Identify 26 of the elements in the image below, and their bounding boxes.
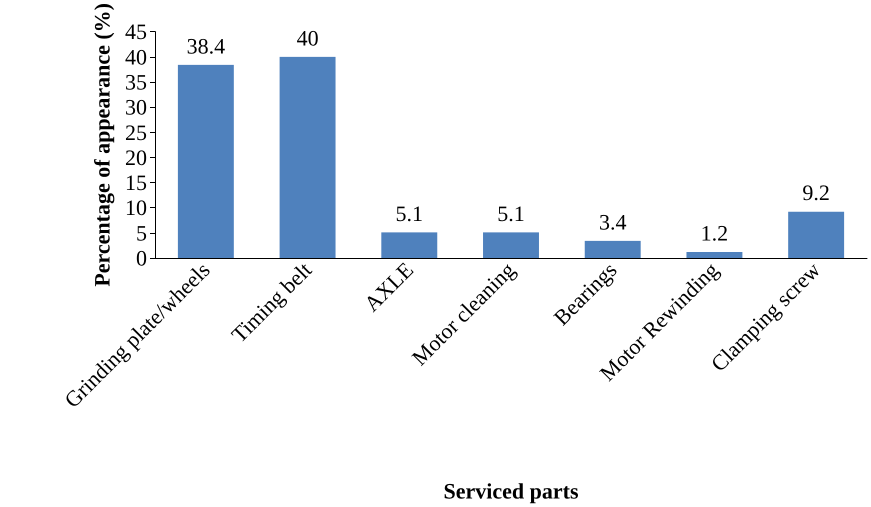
data-label: 5.1 (396, 200, 424, 226)
y-tick-label: 0 (136, 246, 147, 270)
y-tick-label: 20 (125, 144, 147, 170)
y-tick-label: 10 (125, 195, 147, 220)
x-axis-title: Serviced parts (443, 478, 579, 504)
data-label: 9.2 (802, 180, 830, 206)
y-tick-label: 15 (125, 170, 147, 196)
data-label: 5.1 (497, 200, 525, 226)
data-label: 40 (296, 25, 319, 50)
y-tick-label: 35 (125, 69, 147, 94)
data-label: 1.2 (700, 220, 728, 246)
bar (483, 232, 539, 258)
y-tick-label: 30 (125, 94, 147, 120)
bar (686, 252, 742, 258)
bar (178, 64, 234, 258)
data-label: 38.4 (186, 33, 226, 58)
y-tick-label: 40 (125, 44, 147, 70)
y-tick-label: 25 (125, 120, 147, 145)
bar (788, 212, 844, 258)
bar (381, 232, 438, 258)
bar (584, 240, 641, 258)
y-tick-label: 5 (136, 220, 147, 246)
y-axis-title: Percentage of appearance (%) (90, 3, 114, 287)
y-tick-label: 45 (125, 19, 147, 44)
data-label: 3.4 (598, 209, 626, 234)
bar (280, 56, 336, 258)
